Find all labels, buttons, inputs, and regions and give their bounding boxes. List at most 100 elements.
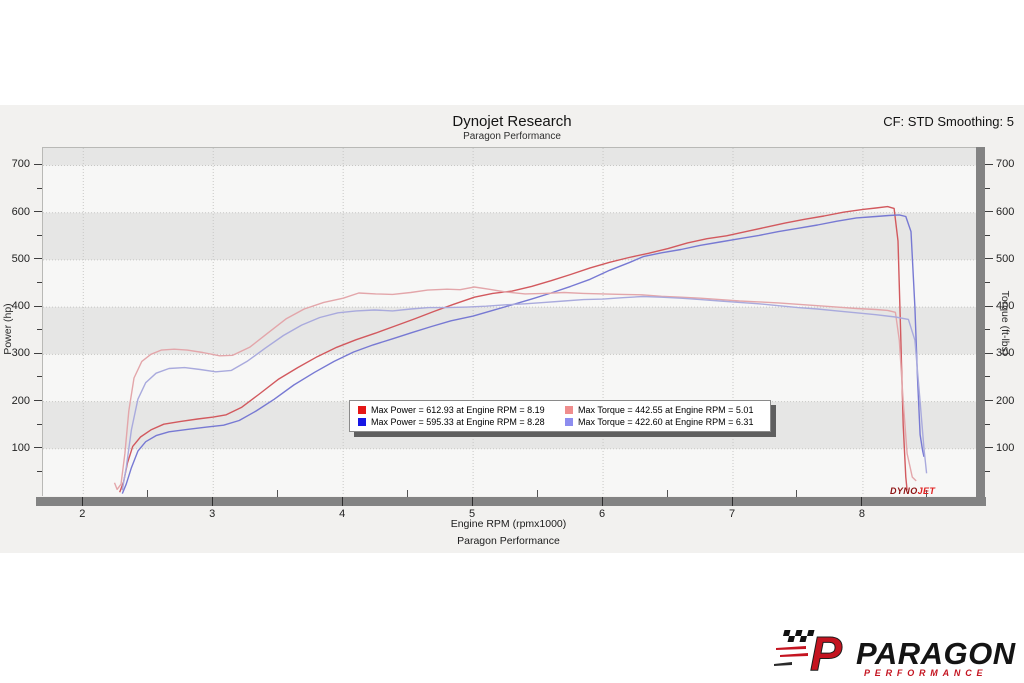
x-tick: [81, 497, 83, 506]
paragon-logo: P PARAGON PERFORMANCE: [772, 624, 1022, 682]
y-tick-right: [985, 163, 993, 165]
x-minor-tick: [146, 490, 148, 497]
y-tick-label-left: 400: [11, 300, 30, 313]
x-tick: [601, 497, 603, 506]
dynojet-logo-jet: JET: [917, 486, 936, 496]
y-tick-label-right: 600: [996, 205, 1015, 218]
plot-area: [42, 147, 976, 496]
y-minor-tick-right: [985, 187, 990, 189]
chart-subtitle: Paragon Performance: [463, 131, 561, 142]
y-tick-right: [985, 352, 993, 354]
y-tick-label-right: 300: [996, 347, 1015, 360]
y-tick-left: [34, 163, 42, 165]
x-axis-bar: [36, 497, 986, 506]
legend-swatch: [358, 406, 366, 414]
y-tick-label-left: 200: [11, 394, 30, 407]
series-line: [121, 295, 928, 491]
legend-label: Max Power = 612.93 at Engine RPM = 8.19: [371, 405, 545, 415]
x-tick-label: 4: [339, 508, 346, 520]
y-minor-tick-left: [37, 376, 42, 378]
y-tick-right: [985, 447, 993, 449]
y-tick-label-right: 700: [996, 158, 1015, 171]
background-band: [43, 307, 976, 355]
legend-swatch: [565, 418, 573, 426]
y-minor-tick-left: [37, 329, 42, 331]
y-minor-tick-right: [985, 423, 990, 425]
y-minor-tick-left: [37, 282, 42, 284]
x-tick: [861, 497, 863, 506]
y-minor-tick-right: [985, 234, 990, 236]
x-tick-label: 5: [469, 508, 476, 520]
y-tick-left: [34, 400, 42, 402]
x-minor-tick: [536, 490, 538, 497]
y-tick-right: [985, 305, 993, 307]
x-minor-tick: [406, 490, 408, 497]
plot-canvas: [43, 148, 976, 496]
y-tick-label-right: 500: [996, 252, 1015, 265]
x-axis-title: Engine RPM (rpmx1000): [450, 518, 567, 530]
y-tick-right: [985, 211, 993, 213]
paragon-brand-text: PARAGON: [856, 636, 1016, 671]
y-tick-label-left: 700: [11, 158, 30, 171]
y-tick-left: [34, 352, 42, 354]
y-tick-right: [985, 400, 993, 402]
dynojet-logo-dyno: DYNO: [890, 486, 918, 496]
y-tick-label-right: 200: [996, 394, 1015, 407]
legend-item: Max Power = 595.33 at Engine RPM = 8.28: [358, 417, 555, 427]
legend-label: Max Torque = 422.60 at Engine RPM = 6.31: [578, 417, 754, 427]
x-tick: [211, 497, 213, 506]
series-line: [113, 286, 917, 491]
legend-item: Max Power = 612.93 at Engine RPM = 8.19: [358, 405, 555, 415]
y-minor-tick-left: [37, 423, 42, 425]
background-band: [43, 148, 976, 166]
y-minor-tick-left: [37, 470, 42, 472]
paragon-sub-text: PERFORMANCE: [864, 668, 987, 678]
x-axis-subtitle: Paragon Performance: [457, 535, 560, 547]
y-tick-label-left: 500: [11, 252, 30, 265]
y-minor-tick-right: [985, 376, 990, 378]
y-minor-tick-right: [985, 329, 990, 331]
x-minor-tick: [666, 490, 668, 497]
legend-label: Max Torque = 442.55 at Engine RPM = 5.01: [578, 405, 754, 415]
y-tick-left: [34, 305, 42, 307]
legend-item: Max Torque = 442.55 at Engine RPM = 5.01: [565, 405, 762, 415]
y-tick-label-right: 400: [996, 300, 1015, 313]
legend-swatch: [565, 406, 573, 414]
legend-item: Max Torque = 422.60 at Engine RPM = 6.31: [565, 417, 762, 427]
x-tick-label: 3: [209, 508, 216, 520]
legend-label: Max Power = 595.33 at Engine RPM = 8.28: [371, 417, 545, 427]
x-tick-label: 6: [598, 508, 606, 520]
right-axis-title: Torque (ft-lbs): [999, 290, 1011, 356]
dynojet-logo: DYNOJET: [890, 486, 935, 496]
x-tick: [341, 497, 343, 506]
y-minor-tick-left: [37, 234, 42, 236]
y-tick-right: [985, 258, 993, 260]
series-line: [119, 205, 908, 493]
paragon-p-mark: P: [810, 628, 843, 680]
x-minor-tick: [276, 490, 278, 497]
x-minor-tick: [796, 490, 798, 497]
y-minor-tick-right: [985, 282, 990, 284]
y-tick-left: [34, 447, 42, 449]
y-minor-tick-left: [37, 187, 42, 189]
x-tick-label: 2: [79, 508, 86, 520]
background-band: [43, 212, 976, 260]
right-axis-bar: [976, 147, 985, 506]
left-axis-title: Power (hp): [2, 303, 14, 355]
smoothing-note: CF: STD Smoothing: 5: [883, 114, 1014, 129]
x-tick: [471, 497, 473, 506]
x-tick-label: 8: [858, 508, 865, 520]
checkered-flag-icon: [783, 630, 815, 642]
dyno-chart: Dynojet Research Paragon Performance CF:…: [0, 105, 1024, 553]
y-tick-label-left: 300: [11, 347, 30, 360]
y-minor-tick-right: [985, 470, 990, 472]
legend-box: Max Power = 612.93 at Engine RPM = 8.19 M…: [349, 400, 771, 432]
x-minor-tick: [926, 490, 928, 497]
x-tick: [731, 497, 733, 506]
legend-swatch: [358, 418, 366, 426]
y-tick-left: [34, 258, 42, 260]
y-tick-label-left: 600: [11, 205, 30, 218]
y-tick-left: [34, 211, 42, 213]
y-tick-label-right: 100: [996, 441, 1015, 454]
